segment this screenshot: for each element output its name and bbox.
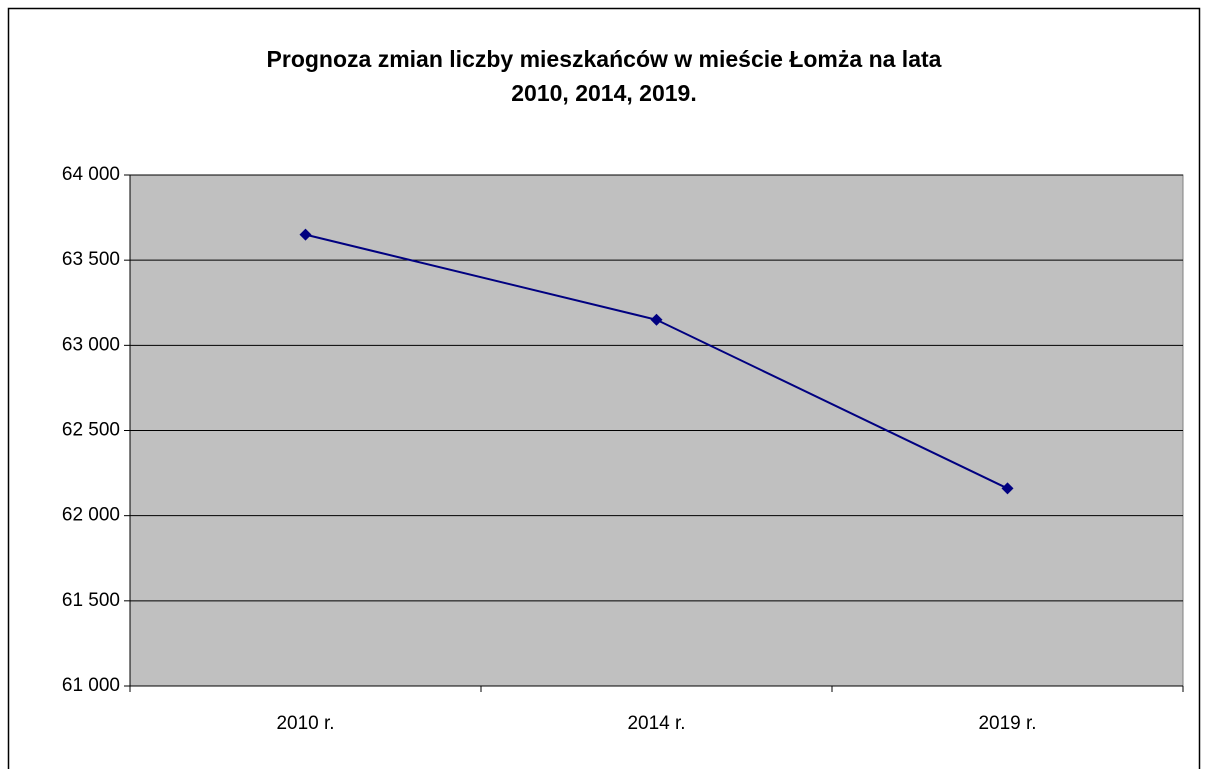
chart-title: Prognoza zmian liczby mieszkańców w mieś…: [266, 46, 942, 106]
y-tick-label: 62 500: [62, 420, 120, 441]
chart-border: [7, 7, 1201, 769]
data-point: [1001, 482, 1014, 495]
y-tick-label: 61 500: [62, 590, 120, 611]
y-tick-label: 64 000: [62, 164, 120, 185]
data-point: [299, 228, 312, 241]
y-tick-label: 63 500: [62, 249, 120, 270]
x-tick-label: 2019 r.: [978, 713, 1036, 734]
x-tick-label: 2010 r.: [276, 713, 334, 734]
y-tick-label: 62 000: [62, 505, 120, 526]
data-point: [650, 313, 663, 326]
y-tick-label: 61 000: [62, 675, 120, 696]
y-tick-label: 63 000: [62, 334, 120, 355]
x-tick-label: 2014 r.: [627, 713, 685, 734]
